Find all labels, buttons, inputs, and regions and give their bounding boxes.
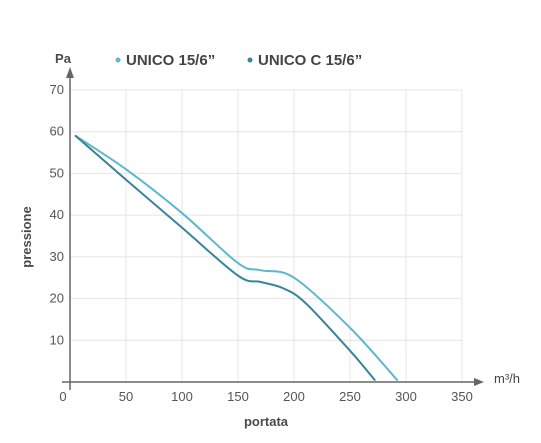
y-tick-label: 40	[50, 207, 64, 222]
x-tick-label: 150	[227, 389, 249, 404]
x-tick-label: 50	[119, 389, 133, 404]
legend-marker	[247, 57, 253, 63]
x-tick-label: 300	[395, 389, 417, 404]
y-tick-label: 10	[50, 332, 64, 347]
y-tick-label: 30	[50, 249, 64, 264]
x-tick-label: 350	[451, 389, 473, 404]
x-tick-label: 250	[339, 389, 361, 404]
grid	[70, 89, 463, 382]
y-axis-arrow	[66, 67, 74, 78]
legend-marker	[115, 57, 121, 63]
y-tick-labels: 10 20 30 40 50 60 70	[50, 82, 64, 347]
series-lines	[74, 134, 399, 381]
y-axis-unit-label: Pa	[55, 51, 72, 66]
y-tick-label: 20	[50, 291, 64, 306]
x-tick-labels: 0 50 100 150 200 250 300 350	[59, 389, 472, 404]
legend: UNICO 15/6” UNICO C 15/6”	[115, 52, 362, 69]
x-axis-title: portata	[244, 414, 289, 429]
legend-label: UNICO C 15/6”	[258, 52, 362, 69]
axes	[62, 67, 484, 390]
x-tick-label: 100	[171, 389, 193, 404]
x-axis-arrow	[474, 378, 484, 386]
y-tick-label: 70	[50, 82, 64, 97]
y-axis-title: pressione	[19, 206, 34, 267]
series-line-unico	[74, 134, 399, 381]
x-tick-label: 0	[59, 389, 66, 404]
x-axis-unit-label: m³/h	[494, 371, 520, 386]
y-tick-label: 50	[50, 165, 64, 180]
x-tick-label: 200	[283, 389, 305, 404]
legend-label: UNICO 15/6”	[126, 52, 215, 69]
y-tick-label: 60	[50, 124, 64, 139]
series-line-unico-c	[74, 134, 376, 381]
